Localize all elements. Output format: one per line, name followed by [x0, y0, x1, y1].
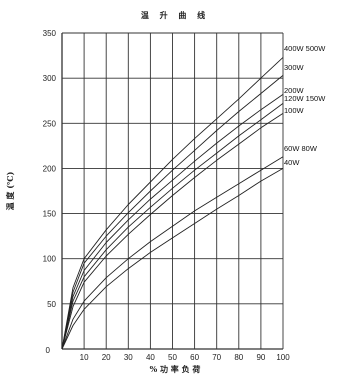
series-line	[61, 156, 284, 350]
x-tick-label: 100	[276, 353, 290, 362]
series-label: 120W 150W	[284, 94, 326, 103]
series-line	[61, 168, 284, 350]
series-label: 300W	[284, 63, 305, 72]
series-line	[61, 75, 284, 350]
x-tick-label: 20	[102, 353, 111, 362]
x-tick-label: 30	[124, 353, 133, 362]
series-line	[61, 94, 284, 350]
y-tick-label: 150	[43, 210, 57, 219]
x-tick-label: 90	[256, 353, 265, 362]
x-tick-label: 80	[234, 353, 243, 362]
chart-grid	[61, 32, 284, 350]
y-axis-label: 温 度 (℃)	[5, 171, 15, 210]
series-line	[61, 57, 284, 350]
x-tick-label: 10	[80, 353, 89, 362]
series-label: 40W	[284, 158, 300, 167]
x-axis-ticks: 10 20 30 40 50 60 70 80 90 100 0	[46, 346, 291, 362]
series-label: 200W	[284, 86, 305, 95]
series-line	[61, 103, 284, 350]
x-tick-label: 50	[168, 353, 177, 362]
chart-series	[61, 57, 284, 350]
y-tick-label: 100	[43, 255, 57, 264]
x-tick-label: 60	[190, 353, 199, 362]
x-tick-label: 70	[212, 353, 221, 362]
chart-title: 温 升 曲 线	[141, 10, 209, 20]
y-tick-label: 300	[43, 74, 57, 83]
x-tick-label: 40	[146, 353, 155, 362]
y-tick-label: 350	[43, 29, 57, 38]
x-axis-label: % 功 率 负 荷	[150, 364, 201, 374]
series-label: 60W 80W	[284, 144, 318, 153]
y-axis-ticks: 50 100 150 200 250 300 350	[43, 29, 57, 309]
y-tick-label: 200	[43, 164, 57, 173]
y-tick-label: 50	[47, 300, 56, 309]
series-line	[61, 113, 284, 350]
series-label: 400W 500W	[284, 44, 326, 53]
series-label: 100W	[284, 106, 305, 115]
y-tick-label: 250	[43, 119, 57, 128]
x-tick-label: 0	[46, 346, 51, 355]
